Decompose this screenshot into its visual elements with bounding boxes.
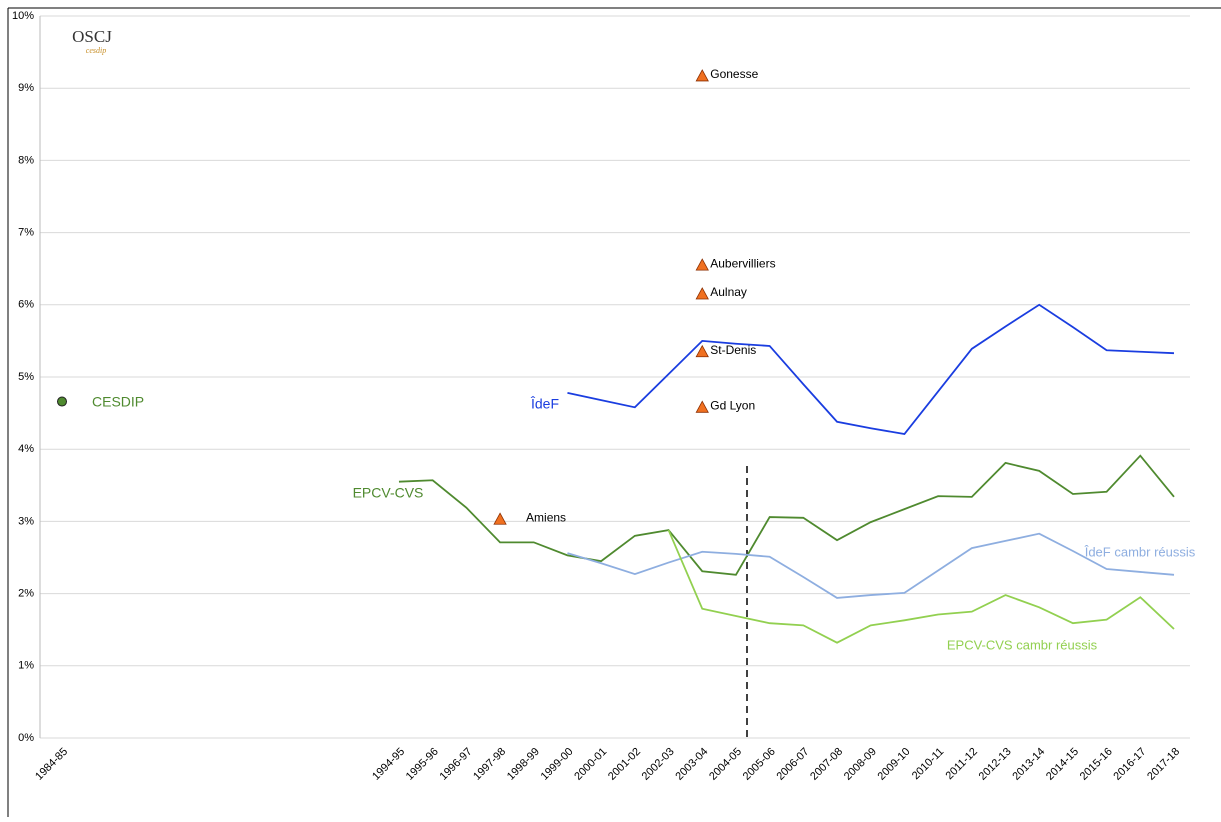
y-tick-label: 10%: [12, 10, 34, 22]
x-tick-label: 1998-99: [505, 746, 542, 783]
x-tick-label: 1996-97: [438, 746, 475, 783]
series-line: [667, 529, 1175, 644]
x-tick-label: 1997-98: [471, 746, 508, 783]
logo-subtitle: cesdip: [86, 46, 106, 55]
point-label: Aulnay: [710, 285, 747, 299]
y-tick-label: 6%: [18, 299, 34, 311]
x-tick-label: 2016-17: [1111, 746, 1148, 783]
series-line: [567, 303, 1175, 436]
point-marker: [695, 287, 709, 300]
point-marker: [493, 512, 507, 525]
point-label: Gd Lyon: [710, 398, 755, 412]
y-tick-label: 8%: [18, 154, 34, 166]
x-tick-label: 2005-06: [741, 746, 778, 783]
x-tick-label: 2017-18: [1145, 746, 1182, 783]
x-tick-label: 1995-96: [404, 746, 441, 783]
x-tick-label: 1984-85: [33, 746, 70, 783]
y-tick-label: 4%: [18, 443, 34, 455]
x-tick-label: 2004-05: [707, 746, 744, 783]
series-label: EPCV-CVS cambr réussis: [947, 637, 1098, 652]
x-tick-label: 2011-12: [944, 746, 980, 782]
point-label: Amiens: [526, 510, 566, 524]
point-label: St-Denis: [710, 343, 756, 357]
y-tick-label: 3%: [18, 515, 34, 527]
y-tick-label: 0%: [18, 732, 34, 744]
x-tick-label: 2000-01: [572, 746, 609, 783]
x-tick-label: 2008-09: [842, 746, 879, 783]
x-tick-label: 2007-08: [808, 746, 845, 783]
y-tick-label: 1%: [18, 660, 34, 672]
point-label: Gonesse: [710, 67, 758, 81]
y-tick-label: 7%: [18, 227, 34, 239]
series-line: [398, 454, 1175, 576]
x-tick-label: 2001-02: [606, 746, 643, 783]
y-tick-label: 2%: [18, 588, 34, 600]
series-label: ÎdeF cambr réussis: [1084, 544, 1196, 559]
series-label: EPCV-CVS: [353, 485, 424, 501]
point-marker: [57, 396, 67, 407]
point-marker: [695, 69, 709, 82]
y-tick-label: 5%: [18, 371, 34, 383]
logo-title: OSCJ: [72, 27, 112, 46]
point-label: Aubervilliers: [710, 256, 775, 270]
x-tick-label: 2006-07: [774, 746, 811, 783]
x-tick-label: 2015-16: [1078, 746, 1115, 783]
x-tick-label: 2014-15: [1044, 746, 1081, 783]
x-tick-label: 2013-14: [1010, 746, 1047, 783]
point-marker: [695, 344, 709, 358]
x-tick-label: 2012-13: [977, 746, 1014, 783]
point-marker: [695, 258, 709, 271]
x-tick-label: 2002-03: [640, 746, 677, 783]
x-tick-label: 2009-10: [876, 746, 913, 783]
point-label: CESDIP: [92, 393, 144, 409]
x-tick-label: 1994-95: [370, 746, 407, 783]
series-line: [567, 532, 1175, 599]
x-tick-label: 2010-11: [910, 746, 946, 782]
series-label: ÎdeF: [530, 396, 559, 412]
y-tick-label: 9%: [18, 82, 34, 94]
x-tick-label: 2003-04: [673, 746, 710, 783]
point-marker: [695, 400, 709, 413]
x-tick-label: 1999-00: [539, 746, 576, 783]
